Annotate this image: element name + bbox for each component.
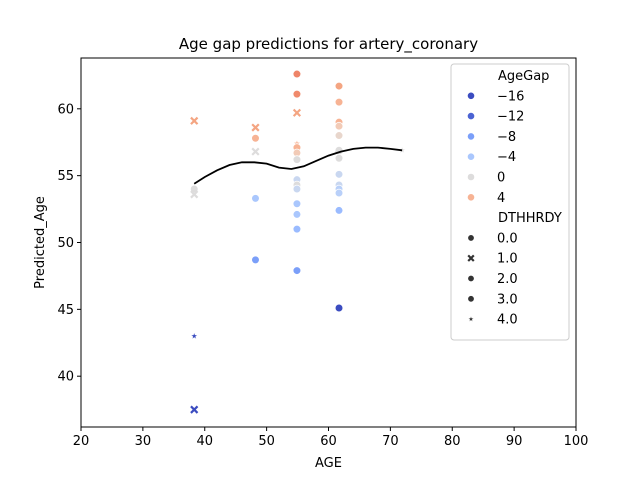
data-point <box>251 194 260 203</box>
x-tick-label: 30 <box>135 434 152 449</box>
legend-title-agegap: AgeGap <box>498 69 549 84</box>
x-tick-label: 50 <box>258 434 275 449</box>
data-point <box>251 147 260 156</box>
legend-marker <box>466 111 476 121</box>
y-axis: 40 45 50 55 60 <box>57 102 81 385</box>
legend-label: −4 <box>497 150 516 165</box>
legend-label: 0 <box>497 171 505 186</box>
x-tick-label: 100 <box>564 434 589 449</box>
legend-label: −12 <box>497 110 524 125</box>
data-point <box>334 303 344 313</box>
legend-label: 1.0 <box>497 252 518 267</box>
data-point <box>292 224 302 234</box>
y-tick-label: 45 <box>57 303 74 318</box>
legend-marker <box>467 295 475 303</box>
x-axis: 20 30 40 50 60 70 80 90 100 <box>73 427 589 449</box>
x-tick-label: 20 <box>73 434 90 449</box>
y-axis-label: Predicted_Age <box>33 196 48 289</box>
data-point <box>334 81 344 91</box>
legend-marker <box>467 254 475 262</box>
data-point <box>334 188 344 198</box>
data-point <box>292 266 302 275</box>
x-axis-label: AGE <box>315 456 342 471</box>
data-point <box>292 155 302 164</box>
data-point <box>292 69 302 79</box>
legend-label: 2.0 <box>497 272 518 287</box>
y-tick-label: 60 <box>57 102 74 117</box>
data-point <box>334 97 344 107</box>
y-tick-label: 40 <box>57 370 74 385</box>
legend-marker <box>466 193 476 202</box>
legend-marker <box>466 91 476 100</box>
x-tick-label: 70 <box>382 434 399 449</box>
legend-title-dthhrdy: DTHHRDY <box>498 211 562 226</box>
data-point <box>334 153 344 163</box>
legend-marker <box>467 315 475 322</box>
x-tick-label: 60 <box>320 434 337 449</box>
legend-label: 4.0 <box>497 313 518 328</box>
data-point <box>251 133 260 143</box>
data-point <box>251 123 260 132</box>
data-point <box>190 116 199 125</box>
data-point <box>190 405 199 414</box>
legend-marker <box>467 234 475 242</box>
legend-marker <box>466 152 476 161</box>
x-tick-label: 90 <box>506 434 523 449</box>
data-point <box>334 121 344 131</box>
legend-label: 4 <box>497 191 505 206</box>
data-point <box>292 89 302 99</box>
y-tick-label: 55 <box>57 169 74 184</box>
data-point <box>334 170 344 179</box>
x-tick-label: 80 <box>444 434 461 449</box>
legend-marker <box>467 274 475 283</box>
data-point <box>334 206 344 215</box>
legend-label: −8 <box>497 130 516 145</box>
data-point <box>292 210 302 219</box>
legend: AgeGap −16 −12 −8 −4 0 4 DTHHRDY 0.0 1.0 2.0 3.0 4.0 <box>450 63 570 341</box>
legend-marker <box>466 132 476 141</box>
x-tick-label: 40 <box>196 434 213 449</box>
series-layer <box>189 69 406 414</box>
trend-line <box>193 146 403 185</box>
legend-label: −16 <box>497 89 524 104</box>
data-point <box>292 108 302 117</box>
chart-title: Age gap predictions for artery_coronary <box>179 35 478 54</box>
data-point <box>334 131 344 140</box>
legend-label: 3.0 <box>497 292 518 307</box>
legend-label: 0.0 <box>497 231 518 246</box>
legend-marker <box>466 172 476 182</box>
y-tick-label: 50 <box>57 236 74 251</box>
data-point <box>190 332 199 340</box>
data-point <box>251 255 260 265</box>
data-point <box>292 199 302 209</box>
legend-box <box>450 63 570 341</box>
data-point <box>292 184 302 194</box>
data-point <box>190 190 199 199</box>
